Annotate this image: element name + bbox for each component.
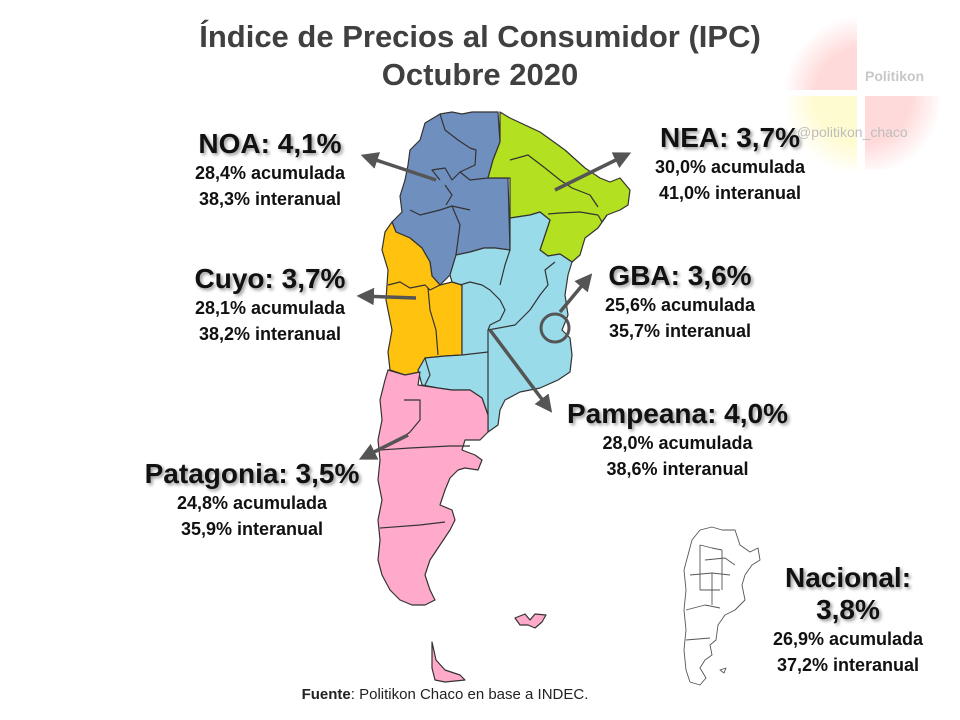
title-line-2: Octubre 2020 [381,57,579,92]
patagonia-interannual: 35,9% interanual [180,519,324,539]
national-outline-map [683,526,761,686]
arrow-gba [558,273,593,314]
arrow-pampeana [488,328,553,413]
noa-headline: NOA: 4,1% [198,128,342,159]
label-patagonia: Patagonia: 3,5% 24,8% acumulada 35,9% in… [132,458,372,542]
gba-highlight-circle [539,312,571,344]
gba-interannual: 35,7% interanual [608,321,752,341]
pampeana-headline: Pampeana: 4,0% [567,398,788,429]
arrow-noa [360,152,437,182]
source-note: Fuente: Politikon Chaco en base a INDEC. [0,686,890,703]
region-malvinas [514,613,547,629]
label-cuyo: Cuyo: 3,7% 28,1% acumulada 38,2% interan… [170,263,370,347]
nea-interannual: 41,0% interanual [658,183,802,203]
source-label: Fuente [301,686,351,703]
label-pampeana: Pampeana: 4,0% 28,0% acumulada 38,6% int… [555,398,800,482]
label-nacional: Nacional: 3,8% 26,9% acumulada 37,2% int… [748,562,948,678]
politikon-watermark: Politikon @politikon_chaco [783,16,943,176]
region-patagonia [377,369,489,606]
politikon-logo-icon [783,16,939,170]
patagonia-accumulated: 24,8% acumulada [176,493,328,513]
nacional-interannual: 37,2% interanual [776,655,920,675]
label-gba: GBA: 3,6% 25,6% acumulada 35,7% interanu… [580,260,780,344]
nea-accumulated: 30,0% acumulada [654,157,806,177]
source-text: : Politikon Chaco en base a INDEC. [350,686,589,703]
nacional-headline-2: 3,8% [816,594,880,625]
nacional-headline-1: Nacional: [784,562,912,593]
nacional-accumulated: 26,9% acumulada [772,629,924,649]
arrow-patagonia [358,433,409,460]
watermark-handle: @politikon_chaco [797,124,908,140]
nea-headline: NEA: 3,7% [659,122,801,153]
patagonia-headline: Patagonia: 3,5% [144,458,360,489]
watermark-brand: Politikon [865,68,925,84]
noa-accumulated: 28,4% acumulada [194,163,346,183]
gba-headline: GBA: 3,6% [608,260,752,291]
cuyo-headline: Cuyo: 3,7% [194,263,346,294]
arrow-nea [554,152,632,192]
title-line-1: Índice de Precios al Consumidor (IPC) [199,19,761,54]
pampeana-interannual: 38,6% interanual [606,459,749,479]
gba-accumulated: 25,6% acumulada [604,295,756,315]
page-title: Índice de Precios al Consumidor (IPC) Oc… [0,18,960,94]
cuyo-accumulated: 28,1% acumulada [194,298,346,318]
noa-interannual: 38,3% interanual [198,189,342,209]
label-noa: NOA: 4,1% 28,4% acumulada 38,3% interanu… [170,128,370,212]
cuyo-interannual: 38,2% interanual [198,324,342,344]
arrow-cuyo [356,287,417,306]
region-tierra-del-fuego [431,641,466,683]
label-nea: NEA: 3,7% 30,0% acumulada 41,0% interanu… [620,122,840,206]
pampeana-accumulated: 28,0% acumulada [602,433,753,453]
